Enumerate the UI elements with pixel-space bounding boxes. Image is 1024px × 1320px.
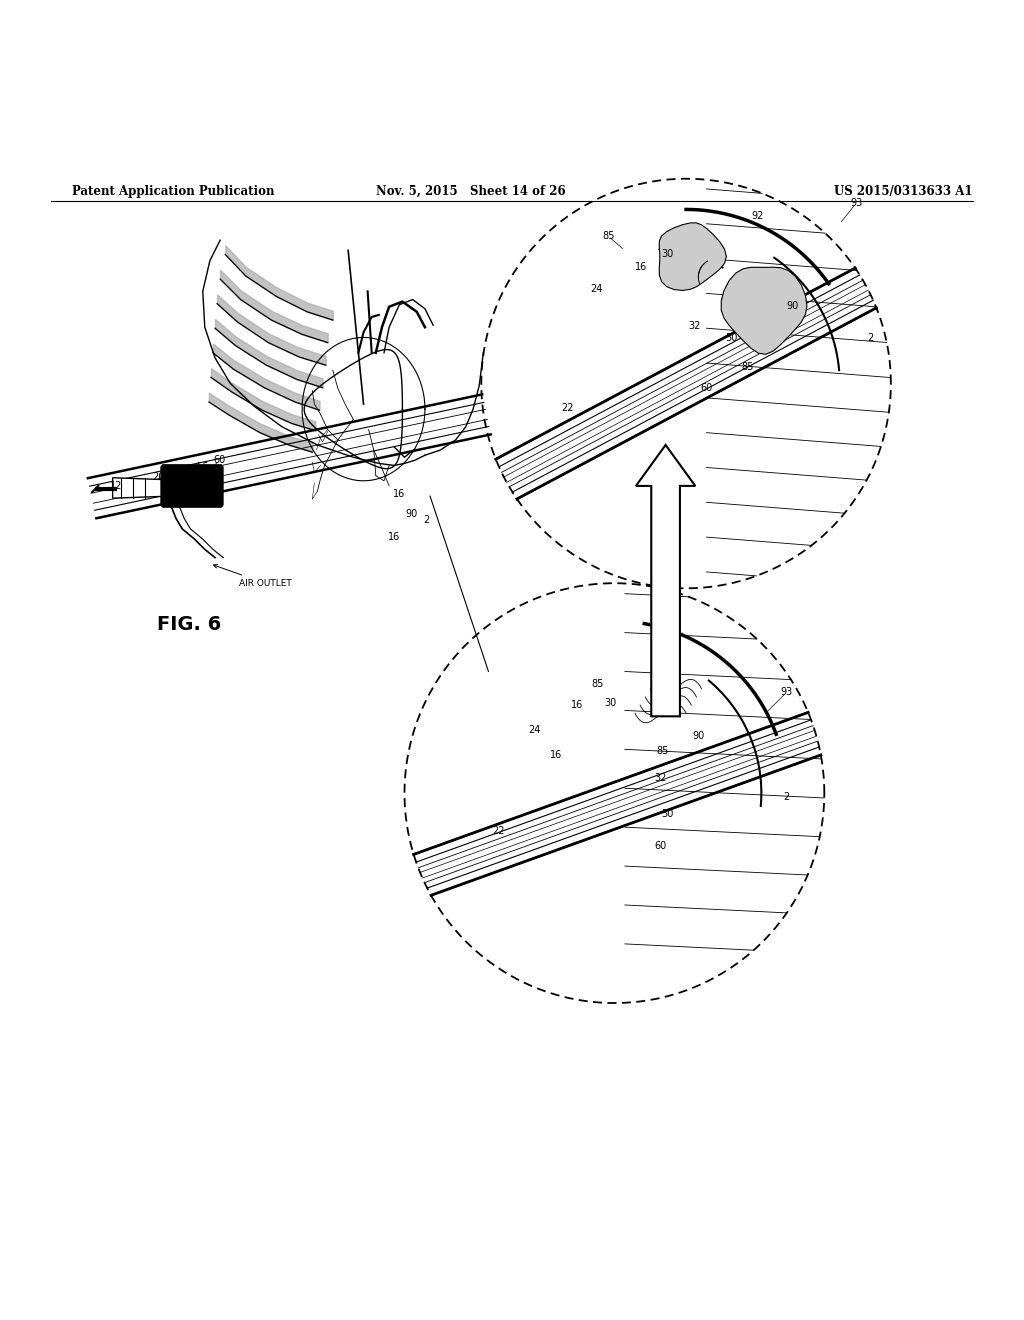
Text: 85: 85	[592, 678, 604, 689]
Text: 16: 16	[550, 750, 562, 760]
Text: 56: 56	[197, 462, 209, 473]
Text: 90: 90	[406, 508, 418, 519]
Text: 32: 32	[654, 774, 667, 784]
Text: 24: 24	[590, 284, 602, 294]
Text: 93: 93	[850, 198, 862, 209]
Text: 16: 16	[635, 261, 647, 272]
Text: 60: 60	[654, 841, 667, 850]
Text: 16: 16	[570, 700, 583, 710]
Text: FIG. 6: FIG. 6	[158, 615, 221, 634]
Text: 90: 90	[692, 731, 705, 742]
Text: 20: 20	[153, 471, 165, 482]
Text: US 2015/0313633 A1: US 2015/0313633 A1	[835, 185, 973, 198]
Text: 2: 2	[423, 515, 429, 525]
Text: 90: 90	[786, 301, 799, 310]
Text: 22: 22	[561, 403, 573, 413]
Text: Patent Application Publication: Patent Application Publication	[72, 185, 274, 198]
Text: 85: 85	[656, 746, 669, 756]
Polygon shape	[113, 478, 169, 498]
FancyBboxPatch shape	[161, 465, 223, 507]
Text: 92: 92	[752, 211, 764, 220]
Text: 85: 85	[602, 231, 614, 242]
Text: 22: 22	[493, 826, 505, 836]
Polygon shape	[721, 267, 807, 354]
Text: 2: 2	[867, 334, 873, 343]
Text: 24: 24	[528, 725, 541, 735]
Text: 30: 30	[604, 698, 616, 708]
Text: 32: 32	[688, 321, 700, 331]
Text: 16: 16	[393, 490, 406, 499]
Text: 50: 50	[660, 809, 673, 820]
FancyArrow shape	[636, 445, 695, 717]
Text: 30: 30	[662, 249, 674, 260]
Text: AIR OUTLET: AIR OUTLET	[214, 565, 292, 587]
Text: 12: 12	[110, 480, 122, 491]
Text: 50: 50	[725, 334, 737, 343]
Text: Nov. 5, 2015   Sheet 14 of 26: Nov. 5, 2015 Sheet 14 of 26	[376, 185, 566, 198]
Polygon shape	[659, 223, 726, 290]
Text: 60: 60	[700, 383, 713, 392]
Text: 93: 93	[780, 688, 793, 697]
Text: 60: 60	[213, 455, 225, 466]
Text: 85: 85	[741, 362, 754, 372]
Text: 2: 2	[783, 792, 790, 803]
Text: 16: 16	[388, 532, 400, 543]
